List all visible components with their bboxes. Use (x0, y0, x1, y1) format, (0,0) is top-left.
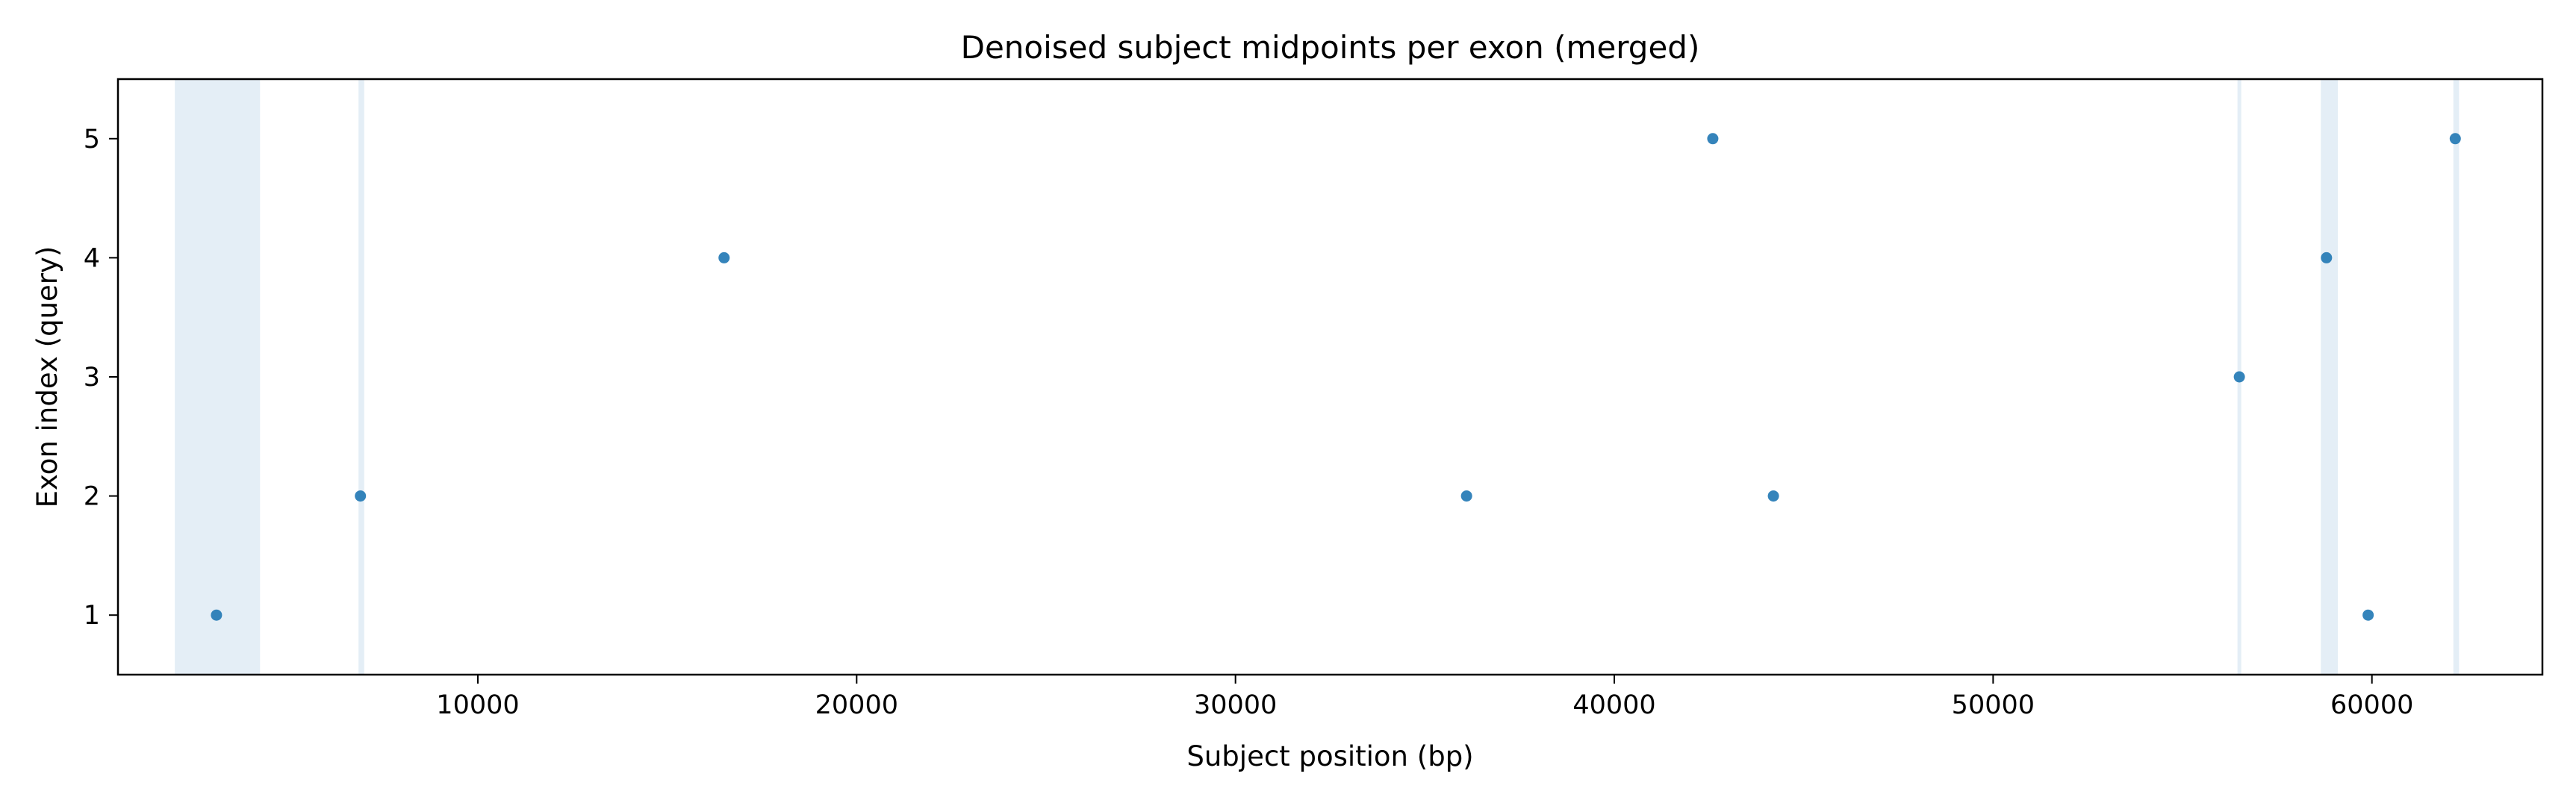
data-point (211, 609, 223, 621)
data-points (211, 133, 2461, 621)
y-tick-label: 4 (84, 243, 100, 273)
data-point (1460, 490, 1472, 502)
x-tick-label: 60000 (2330, 690, 2413, 720)
x-tick-label: 20000 (815, 690, 898, 720)
plot-frame (116, 78, 2544, 676)
y-axis-ticks: 1 2 3 4 5 (84, 125, 118, 631)
highlight-band (2321, 79, 2339, 675)
data-point (2233, 371, 2245, 383)
x-tick-label: 50000 (1952, 690, 2035, 720)
data-point (355, 490, 367, 502)
data-point (718, 252, 730, 263)
highlight-bands (175, 79, 2460, 675)
data-point (1767, 490, 1779, 502)
data-point (2362, 609, 2374, 621)
y-axis-label: Exon index (query) (31, 246, 63, 508)
x-tick-label: 40000 (1572, 690, 1655, 720)
chart-title: Denoised subject midpoints per exon (mer… (961, 29, 1700, 66)
data-point (1707, 133, 1719, 145)
y-tick-label: 5 (84, 125, 100, 154)
data-point (2449, 133, 2461, 145)
y-tick-label: 3 (84, 363, 100, 393)
x-axis-ticks: 10000 20000 30000 40000 50000 60000 (436, 675, 2413, 720)
y-tick-label: 1 (84, 601, 100, 631)
y-tick-label: 2 (84, 482, 100, 512)
x-tick-label: 30000 (1194, 690, 1277, 720)
highlight-band (358, 79, 364, 675)
x-axis-label: Subject position (bp) (1186, 740, 1473, 772)
data-point (2321, 252, 2333, 263)
highlight-band (2453, 79, 2460, 675)
highlight-band (175, 79, 261, 675)
x-tick-label: 10000 (436, 690, 519, 720)
